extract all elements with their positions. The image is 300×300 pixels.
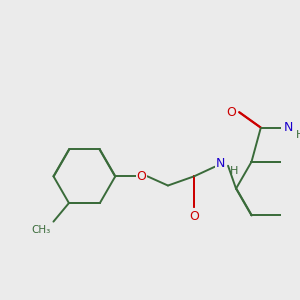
Text: N: N — [216, 158, 225, 170]
Text: H: H — [296, 130, 300, 140]
Text: H: H — [230, 167, 238, 176]
Text: N: N — [284, 121, 293, 134]
Text: O: O — [227, 106, 237, 119]
Text: CH₃: CH₃ — [32, 225, 51, 236]
Text: O: O — [189, 210, 199, 223]
Text: O: O — [137, 170, 147, 183]
